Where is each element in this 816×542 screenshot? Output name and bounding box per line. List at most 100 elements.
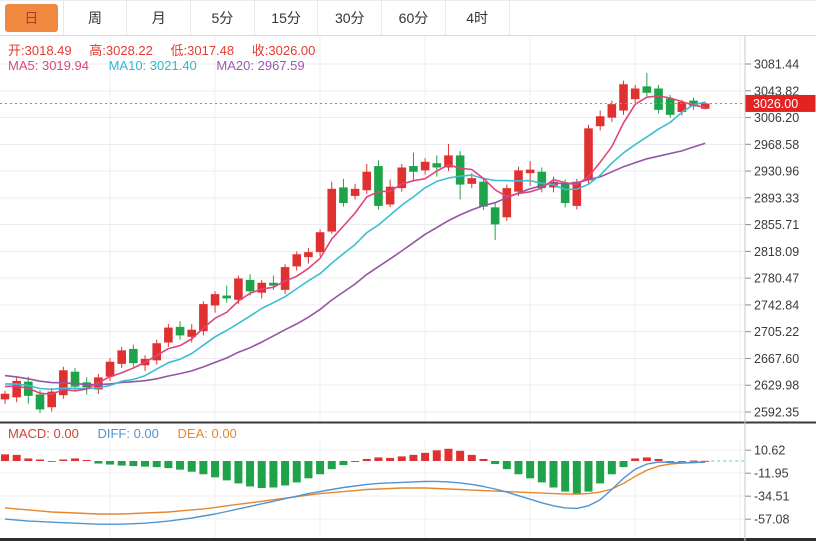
- candle-body: [245, 279, 255, 292]
- tab-4hour-label: 4时: [466, 10, 489, 26]
- tab-week[interactable]: 周: [64, 1, 128, 35]
- candle-body: [117, 350, 126, 364]
- price-axis-label: 3043.82: [754, 84, 799, 98]
- macd-bar: [549, 461, 558, 488]
- candle-body: [210, 294, 220, 306]
- candle: [607, 100, 617, 122]
- candle-body: [654, 88, 663, 110]
- candle: [152, 339, 162, 365]
- diff-line: [4, 461, 706, 525]
- low-value: 低:3017.48: [170, 43, 235, 58]
- candle-body: [70, 371, 80, 387]
- macd-bar: [281, 461, 290, 486]
- tab-day[interactable]: 日: [0, 1, 64, 35]
- price-panel-border: [0, 421, 816, 424]
- macd-bar: [82, 459, 91, 461]
- macd-bar: [561, 461, 570, 492]
- candle: [595, 110, 605, 131]
- tab-30min[interactable]: 30分: [318, 1, 383, 35]
- candle-body: [350, 188, 360, 196]
- tab-month[interactable]: 月: [127, 1, 192, 35]
- candle-body: [105, 361, 115, 377]
- ma20-line: [4, 142, 706, 386]
- candle-body: [409, 166, 418, 172]
- candle: [199, 301, 208, 336]
- macd-bar: [701, 460, 710, 462]
- candle-body: [362, 171, 372, 191]
- candle-body: [164, 327, 173, 343]
- tab-15min-label: 15分: [271, 10, 301, 26]
- candle: [654, 84, 663, 114]
- macd-bar: [47, 461, 56, 462]
- candle-body: [315, 232, 325, 253]
- candle: [175, 321, 185, 340]
- candle-body: [432, 163, 442, 168]
- candle: [12, 377, 21, 403]
- macd-bar: [351, 461, 360, 463]
- candle-body: [47, 391, 56, 408]
- open-value: 开:3018.49: [8, 43, 72, 58]
- price-axis-label: 2893.33: [754, 191, 799, 205]
- macd-panel-border: [0, 538, 816, 541]
- high-value: 高:3028.22: [89, 43, 153, 58]
- candle: [619, 80, 628, 115]
- macd-bar: [304, 461, 313, 479]
- candle: [374, 160, 383, 210]
- macd-bar: [642, 457, 651, 461]
- macd-axis-label: 10.62: [754, 444, 785, 458]
- tabbar-filler: [510, 1, 816, 35]
- candle-body: [327, 188, 337, 232]
- candle-body: [572, 181, 582, 206]
- macd-bar: [141, 461, 150, 467]
- macd-bar: [584, 461, 593, 492]
- tab-60min[interactable]: 60分: [382, 1, 446, 35]
- macd-bar: [572, 461, 581, 495]
- macd-bar: [152, 461, 161, 468]
- price-axis-label: 2667.60: [754, 352, 799, 366]
- candle: [234, 275, 243, 305]
- macd-bar: [292, 461, 301, 483]
- macd-bar: [199, 461, 208, 475]
- macd-bar: [36, 459, 45, 461]
- tab-60min-label: 60分: [398, 10, 429, 26]
- candle-body: [152, 343, 162, 361]
- ma10-value: MA10: 3021.40: [108, 58, 197, 73]
- macd-bar: [246, 461, 255, 487]
- candle-body: [374, 166, 383, 206]
- macd-bar: [59, 459, 68, 461]
- tab-month-label: 月: [151, 10, 166, 26]
- macd-bar: [117, 461, 126, 466]
- macd-bar: [129, 461, 138, 467]
- candle: [525, 161, 535, 186]
- price-axis-label: 3006.20: [754, 111, 799, 125]
- candle: [339, 178, 348, 207]
- price-axis-label: 2705.22: [754, 325, 799, 339]
- candlestick-chart[interactable]: 3081.44 3043.82 3006.20 2968.58 2930.96 2893.…: [0, 36, 816, 542]
- candle: [315, 229, 325, 257]
- candle: [292, 251, 302, 271]
- candle-body: [689, 100, 698, 107]
- macd-bar: [362, 458, 371, 461]
- candle: [164, 324, 173, 347]
- macd-bar: [514, 461, 523, 475]
- tab-15min[interactable]: 15分: [255, 1, 319, 35]
- candle-body: [304, 252, 313, 258]
- tab-4hour[interactable]: 4时: [446, 1, 510, 35]
- macd-bar: [619, 461, 628, 468]
- candle-body: [175, 326, 185, 336]
- macd-bar: [257, 461, 266, 489]
- macd-bar: [631, 458, 640, 461]
- tab-day-label: 日: [24, 10, 39, 26]
- macd-bar: [1, 454, 9, 461]
- candle: [630, 84, 640, 104]
- tab-5min[interactable]: 5分: [191, 1, 255, 35]
- macd-bar: [71, 458, 80, 461]
- candle-body: [385, 186, 395, 205]
- macd-bar: [234, 461, 243, 484]
- dea-value: DEA: 0.00: [177, 426, 237, 441]
- candle-body: [420, 161, 430, 171]
- macd-axis-label: -57.08: [754, 513, 789, 527]
- candle-body: [35, 394, 45, 410]
- candle: [117, 346, 126, 369]
- candle: [397, 163, 407, 192]
